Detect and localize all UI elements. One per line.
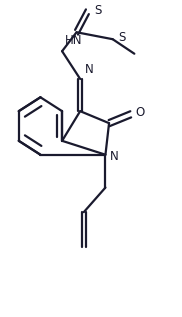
Text: S: S (95, 4, 102, 17)
Text: N: N (85, 63, 93, 76)
Text: HN: HN (65, 35, 82, 48)
Text: S: S (118, 31, 125, 44)
Text: N: N (110, 150, 119, 163)
Text: O: O (135, 106, 145, 119)
